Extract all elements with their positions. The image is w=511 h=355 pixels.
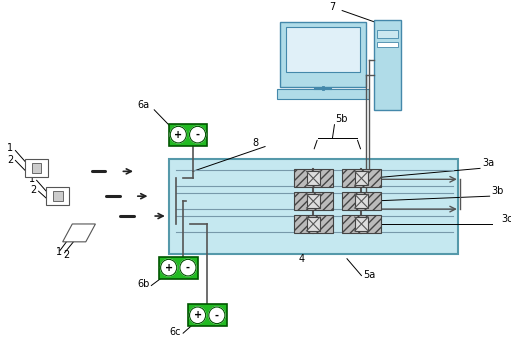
Circle shape <box>190 307 205 324</box>
Bar <box>377 42 398 47</box>
Bar <box>377 31 398 38</box>
Text: -: - <box>186 263 190 273</box>
Text: +: + <box>194 310 202 320</box>
Text: 1: 1 <box>7 142 13 153</box>
Bar <box>280 22 366 87</box>
Bar <box>47 187 69 205</box>
Bar <box>169 124 207 146</box>
Circle shape <box>170 126 187 143</box>
Bar <box>342 192 381 210</box>
Bar <box>286 27 360 72</box>
Bar <box>355 194 368 208</box>
Bar <box>342 169 381 187</box>
Text: +: + <box>174 130 182 140</box>
Bar <box>32 163 41 173</box>
Text: 1: 1 <box>29 174 35 184</box>
Bar <box>169 159 458 254</box>
Bar <box>294 192 333 210</box>
Bar <box>355 171 368 185</box>
Circle shape <box>160 260 177 276</box>
Text: +: + <box>165 263 173 273</box>
Text: 2: 2 <box>63 250 69 260</box>
Text: 3c: 3c <box>501 214 511 224</box>
Bar <box>342 215 381 233</box>
Circle shape <box>180 260 196 276</box>
Text: 6c: 6c <box>170 327 181 337</box>
Text: -: - <box>196 130 200 140</box>
Text: -: - <box>215 310 219 320</box>
Text: 5a: 5a <box>363 269 376 280</box>
Bar <box>355 217 368 231</box>
Text: 3a: 3a <box>482 158 494 168</box>
Bar <box>307 194 320 208</box>
Text: 7: 7 <box>329 1 335 12</box>
Text: 8: 8 <box>252 137 259 148</box>
Circle shape <box>190 126 205 143</box>
Text: 2: 2 <box>7 155 13 165</box>
Text: 3b: 3b <box>492 186 504 196</box>
Text: 6b: 6b <box>137 279 149 289</box>
Bar <box>294 215 333 233</box>
Text: 1: 1 <box>56 247 62 257</box>
Bar <box>53 191 63 201</box>
Bar <box>276 89 369 99</box>
Bar <box>294 169 333 187</box>
Polygon shape <box>63 224 96 242</box>
Bar <box>159 257 198 279</box>
Bar <box>374 21 401 110</box>
Circle shape <box>209 307 225 324</box>
Text: 2: 2 <box>30 185 37 195</box>
Bar <box>25 159 48 177</box>
Text: 6a: 6a <box>137 100 149 110</box>
Text: 4: 4 <box>299 254 305 264</box>
Text: 5b: 5b <box>335 114 348 124</box>
Bar <box>188 304 226 326</box>
Bar <box>307 171 320 185</box>
Bar <box>307 217 320 231</box>
